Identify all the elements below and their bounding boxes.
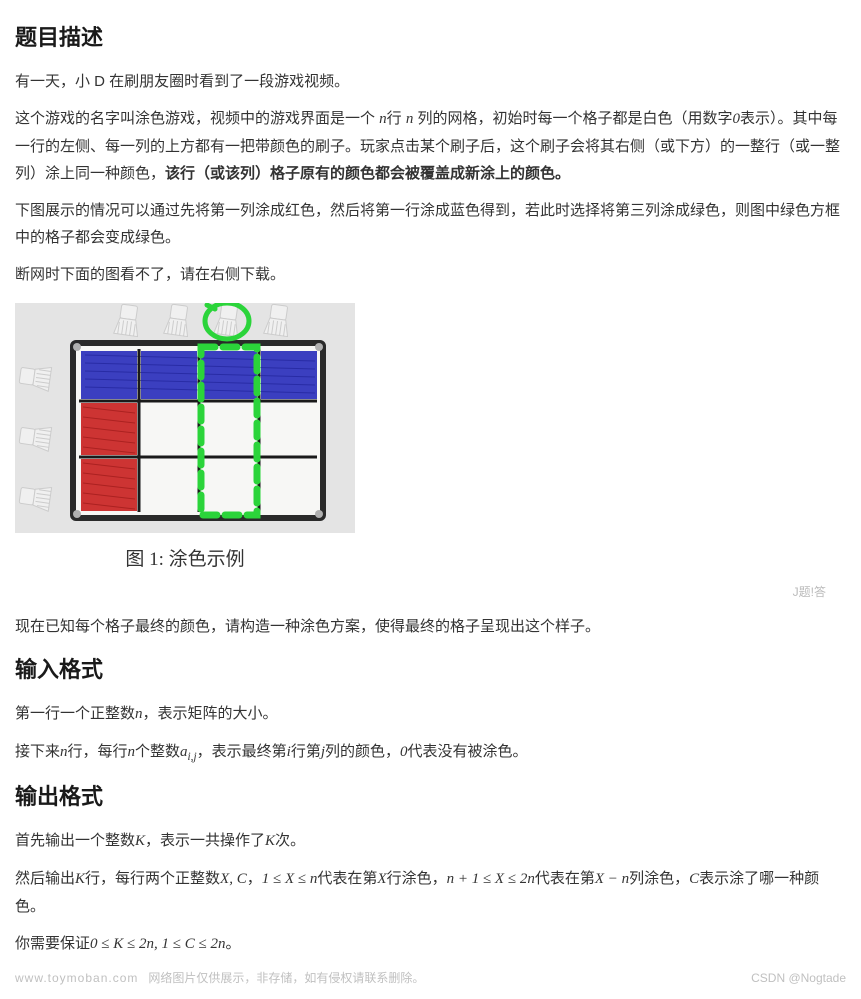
figure-svg <box>15 303 355 533</box>
figure-watermark: J题!答 <box>15 582 846 604</box>
footer: www.toymoban.com 网络图片仅供展示，非存储，如有侵权请联系删除。… <box>15 968 846 990</box>
figure-caption: 图 1: 涂色示例 <box>15 543 355 577</box>
footer-url: www.toymoban.com <box>15 968 138 990</box>
desc-p4: 断网时下面的图看不了，请在右侧下载。 <box>15 261 846 288</box>
input-p1: 第一行一个正整数n，表示矩阵的大小。 <box>15 700 846 728</box>
output-p3: 你需要保证0 ≤ K ≤ 2n, 1 ≤ C ≤ 2n。 <box>15 930 846 958</box>
desc-p2: 这个游戏的名字叫涂色游戏，视频中的游戏界面是一个 n行 n 列的网格，初始时每一… <box>15 105 846 187</box>
output-p1: 首先输出一个整数K，表示一共操作了K次。 <box>15 827 846 855</box>
figure-container: 图 1: 涂色示例 <box>15 303 846 577</box>
section-title-input: 输入格式 <box>15 650 846 690</box>
footer-csdn: CSDN @Nogtade <box>751 968 846 990</box>
desc-p3: 下图展示的情况可以通过先将第一列涂成红色，然后将第一行涂成蓝色得到，若此时选择将… <box>15 197 846 251</box>
desc-p5: 现在已知每个格子最终的颜色，请构造一种涂色方案，使得最终的格子呈现出这个样子。 <box>15 613 846 640</box>
section-title-output: 输出格式 <box>15 777 846 817</box>
desc-p1: 有一天，小 D 在刷朋友圈时看到了一段游戏视频。 <box>15 68 846 95</box>
footer-note: 网络图片仅供展示，非存储，如有侵权请联系删除。 <box>148 968 424 990</box>
section-title-desc: 题目描述 <box>15 18 846 58</box>
output-p2: 然后输出K行，每行两个正整数X, C，1 ≤ X ≤ n代表在第X行涂色，n +… <box>15 865 846 920</box>
input-p2: 接下来n行，每行n个整数ai,j，表示最终第i行第j列的颜色，0代表没有被涂色。 <box>15 738 846 767</box>
